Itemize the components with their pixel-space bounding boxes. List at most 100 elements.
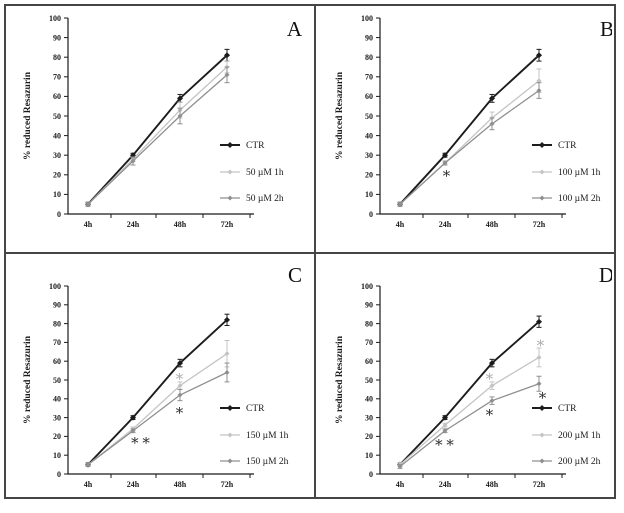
data-point-marker	[130, 428, 136, 434]
data-point-marker	[442, 422, 448, 428]
legend-marker	[227, 195, 233, 201]
y-tick-label: 90	[365, 33, 373, 42]
data-point-marker	[130, 158, 136, 164]
legend-marker	[539, 169, 545, 175]
y-tick-label: 30	[365, 413, 373, 422]
legend-marker	[227, 458, 233, 464]
data-point-marker	[177, 113, 183, 119]
series-ctr	[85, 313, 230, 468]
y-tick-label: 90	[53, 301, 61, 310]
data-point-marker	[177, 392, 183, 398]
legend-label: 50 µM 1h	[246, 168, 284, 178]
data-point-marker	[536, 88, 542, 94]
series-line	[87, 74, 228, 205]
data-point-marker	[536, 78, 542, 84]
panel-letter: B	[600, 17, 612, 41]
series-treated-1	[85, 340, 230, 468]
quadrant-divider-vertical	[314, 6, 316, 497]
legend-marker	[539, 405, 545, 411]
y-tick-label: 50	[53, 376, 61, 385]
significance-asterisk: ∗	[535, 335, 546, 351]
series-treated-1	[85, 60, 230, 207]
y-tick-label: 60	[365, 92, 373, 101]
series-line	[399, 356, 540, 466]
y-tick-label: 80	[53, 319, 61, 328]
series-line	[399, 54, 540, 205]
y-tick-label: 20	[53, 432, 61, 441]
data-point-marker	[397, 463, 403, 469]
legend-label: 150 µM 2h	[246, 457, 289, 467]
y-tick-label: 20	[53, 171, 61, 180]
series-treated-2	[397, 82, 542, 207]
data-point-marker	[224, 351, 230, 357]
quadrant-divider-horizontal	[6, 252, 614, 254]
y-tick-label: 0	[369, 210, 373, 219]
significance-asterisk: ∗	[484, 405, 495, 421]
panel-letter: A	[287, 17, 303, 41]
series-treated-2	[85, 362, 230, 468]
legend-marker	[227, 142, 233, 148]
y-axis-title: % reduced Resazurin	[23, 71, 33, 160]
y-tick-label: 0	[57, 210, 61, 219]
y-tick-label: 90	[365, 301, 373, 310]
y-tick-label: 70	[365, 73, 373, 82]
data-point-marker	[130, 414, 136, 421]
data-point-marker	[85, 201, 91, 207]
panel-a: A 0 10 20 30 40 50 60 70 80 90 100 4h 24h 48h 72h % redu…	[8, 8, 308, 248]
series-line	[87, 319, 228, 466]
y-tick-label: 50	[365, 112, 373, 121]
y-tick-label: 70	[365, 338, 373, 347]
y-tick-label: 10	[365, 451, 373, 460]
y-tick-label: 60	[365, 357, 373, 366]
legend-label: CTR	[558, 141, 577, 151]
axis-lines	[379, 18, 566, 215]
panel-a-chart: A 0 10 20 30 40 50 60 70 80 90 100 4h 24h 48h 72h % redu…	[23, 14, 303, 229]
y-tick-label: 50	[365, 376, 373, 385]
panel-c: C 0 10 20 30 40 50 60 70 80 90 100 4h 24h 48h 72h % redu…	[8, 256, 308, 495]
y-axis-title: % reduced Resazurin	[335, 335, 345, 424]
y-tick-label: 30	[53, 413, 61, 422]
significance-asterisk: ∗	[441, 166, 452, 182]
significance-asterisk: ∗	[484, 369, 495, 385]
x-tick-label: 24h	[439, 220, 452, 229]
y-tick-label: 20	[365, 171, 373, 180]
data-point-marker	[224, 316, 230, 323]
legend-label: CTR	[558, 404, 577, 414]
legend-label: 200 µM 2h	[558, 457, 601, 467]
data-point-marker	[489, 383, 495, 389]
significance-asterisk: ∗∗	[434, 435, 456, 451]
series-line	[87, 371, 228, 466]
x-tick-label: 24h	[127, 220, 140, 229]
series-treated-1	[397, 347, 542, 468]
axes: 0 10 20 30 40 50 60 70 80 90 100 4h 24h 48h 72h	[361, 282, 566, 489]
legend: CTR 100 µM 1h 100 µM 2h	[532, 141, 601, 204]
y-tick-label: 40	[53, 395, 61, 404]
x-tick-label: 72h	[221, 480, 234, 489]
panel-c-chart: C 0 10 20 30 40 50 60 70 80 90 100 4h 24h 48h 72h % redu…	[23, 263, 302, 489]
y-tick-label: 100	[361, 282, 373, 291]
x-tick-label: 48h	[486, 480, 499, 489]
y-tick-label: 10	[53, 451, 61, 460]
y-tick-label: 80	[365, 53, 373, 62]
figure-border	[4, 4, 616, 499]
significance-asterisk: ∗	[174, 369, 185, 385]
y-tick-label: 70	[53, 338, 61, 347]
y-tick-label: 20	[365, 432, 373, 441]
data-point-marker	[224, 369, 230, 375]
x-tick-label: 4h	[396, 480, 405, 489]
data-point-marker	[177, 95, 183, 102]
y-tick-label: 40	[365, 131, 373, 140]
data-point-marker	[397, 201, 403, 207]
panel-b-chart: B 0 10 20 30 40 50 60 70 80 90 100 4h 24h 48h 72h % redu…	[335, 14, 612, 229]
legend-marker	[227, 432, 233, 438]
x-tick-label: 24h	[439, 480, 452, 489]
data-point-marker	[489, 121, 495, 127]
panel-letter: C	[288, 263, 302, 287]
y-tick-label: 10	[53, 190, 61, 199]
y-tick-label: 100	[49, 282, 61, 291]
legend-marker	[227, 405, 233, 411]
y-tick-label: 10	[365, 190, 373, 199]
y-axis-title: % reduced Resazurin	[23, 335, 33, 424]
legend-label: 100 µM 1h	[558, 168, 601, 178]
